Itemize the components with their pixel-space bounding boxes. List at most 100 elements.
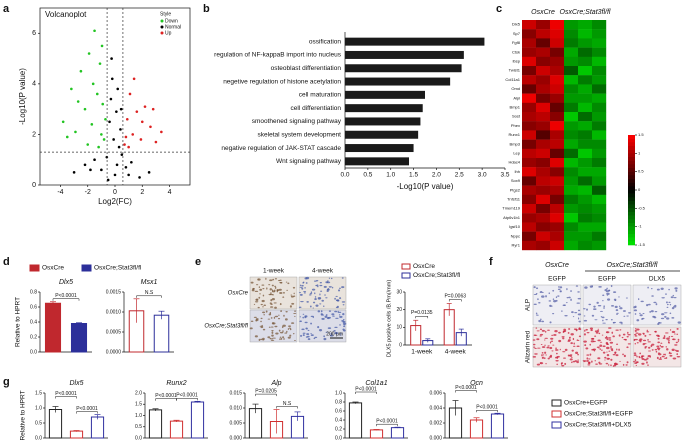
cell <box>290 295 294 298</box>
cell <box>666 337 670 340</box>
heat-cell <box>536 240 551 251</box>
cell <box>341 286 345 289</box>
colorbar-step <box>628 135 635 139</box>
heat-cell <box>522 75 537 85</box>
cell <box>642 342 645 346</box>
cell <box>533 293 538 295</box>
x-tick-label: 0.5 <box>363 172 372 179</box>
cell <box>651 349 654 351</box>
cell <box>304 316 306 319</box>
cell <box>294 315 296 317</box>
cell <box>541 352 544 354</box>
heat-cell <box>522 29 537 39</box>
cell <box>657 341 661 344</box>
cell <box>332 315 335 317</box>
heat-cell <box>522 204 537 214</box>
cell <box>596 330 600 333</box>
bar <box>345 104 423 113</box>
chart-title: Alp <box>270 380 281 387</box>
cell <box>659 356 662 359</box>
cell <box>325 297 328 299</box>
cell <box>272 337 276 339</box>
point <box>101 102 105 106</box>
heat-cell <box>550 84 565 94</box>
y-tick-label: 0.0015 <box>106 289 122 295</box>
cell <box>553 333 557 336</box>
cell <box>553 299 557 303</box>
cell <box>664 312 668 314</box>
cell <box>269 311 272 315</box>
cell <box>602 294 605 297</box>
point <box>115 110 118 113</box>
cell <box>665 346 668 348</box>
significance-label: P<0.0001 <box>76 406 98 412</box>
scale-label: 200 μm <box>326 331 343 337</box>
cell <box>594 360 596 362</box>
cell <box>568 328 571 330</box>
cell <box>611 304 615 307</box>
point <box>93 158 96 162</box>
heat-cell <box>536 29 551 39</box>
point <box>119 128 122 131</box>
cell <box>535 312 538 315</box>
cell <box>304 277 308 280</box>
cell <box>300 320 302 323</box>
cell <box>262 339 265 341</box>
panel-letter: c <box>496 3 502 15</box>
heat-cell <box>550 112 565 122</box>
cell <box>570 290 573 292</box>
heat-cell <box>550 47 565 57</box>
cell <box>534 353 538 355</box>
cell <box>671 348 675 351</box>
cell <box>608 350 611 352</box>
cell <box>647 346 651 349</box>
cell <box>545 330 547 333</box>
cell <box>315 284 318 287</box>
cell <box>280 337 283 340</box>
cell <box>262 287 265 290</box>
point <box>151 107 155 111</box>
cell <box>577 297 582 300</box>
heat-cell <box>592 47 607 57</box>
cell <box>552 312 555 315</box>
cell <box>325 331 329 333</box>
heat-cell <box>592 130 607 140</box>
cell <box>255 284 259 286</box>
y-tick-label: 0.2 <box>335 426 342 432</box>
significance-label: P<0.0001 <box>476 405 498 411</box>
cell <box>578 335 582 338</box>
cell <box>278 288 282 291</box>
cell <box>665 301 668 304</box>
point <box>100 168 103 172</box>
cell <box>338 314 341 316</box>
cell <box>570 342 573 345</box>
colorbar-label: 1 <box>638 150 641 155</box>
cell <box>622 363 625 366</box>
point <box>95 92 99 96</box>
cell <box>606 346 610 350</box>
cell <box>601 349 603 351</box>
bar <box>44 302 62 353</box>
x-tick-label: 3.0 <box>478 172 487 179</box>
cell <box>555 296 558 299</box>
cell <box>283 337 285 341</box>
bar <box>345 64 462 73</box>
cell <box>257 306 260 309</box>
cell <box>561 336 565 338</box>
heat-cell <box>592 139 607 149</box>
heat-cell <box>578 75 593 85</box>
heat-cell <box>578 213 593 223</box>
cell <box>636 342 639 344</box>
cell <box>668 301 671 304</box>
significance-label: P=0.0063 <box>444 293 466 299</box>
cell <box>583 319 588 322</box>
y-tick-label: 0.4 <box>335 417 342 423</box>
cell <box>656 347 661 350</box>
cell <box>280 310 282 313</box>
cell <box>292 286 296 289</box>
cell <box>284 318 288 321</box>
cell <box>270 317 273 319</box>
bar <box>153 314 170 353</box>
cell <box>666 317 670 320</box>
significance-label: P<0.0001 <box>355 386 377 392</box>
